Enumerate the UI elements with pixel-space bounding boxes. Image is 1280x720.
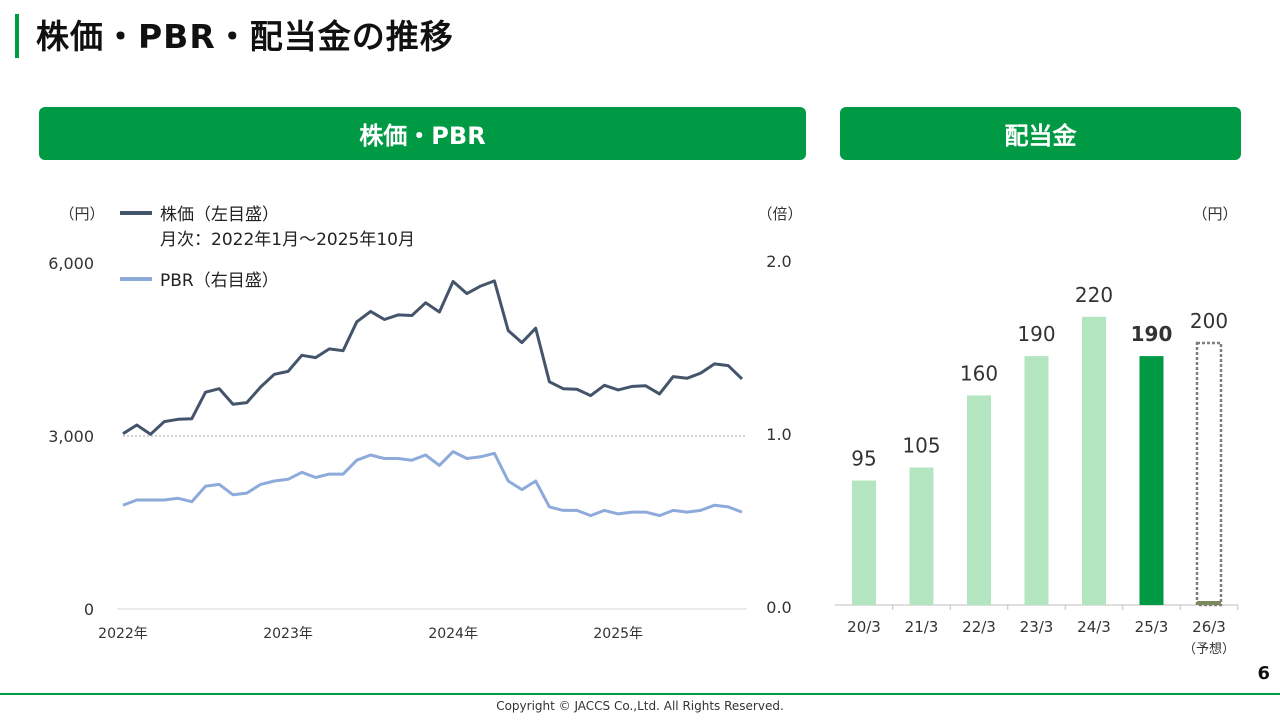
dividend-value-label: 190 <box>1017 322 1055 346</box>
left-axis-unit: （円） <box>59 205 104 223</box>
left-axis-tick-label: 0 <box>84 600 94 619</box>
legend-price-note: 月次：2022年1月～2025年10月 <box>160 230 415 250</box>
dividend-category-label: 26/3 <box>1192 618 1226 636</box>
price-series-line <box>122 279 744 436</box>
x-axis-tick-label: 2022年 <box>98 626 148 642</box>
dividend-bar <box>1139 356 1164 605</box>
dividend-bar <box>1082 316 1106 605</box>
dividend-bar <box>852 480 876 605</box>
right-axis-tick-label: 2.0 <box>766 252 791 271</box>
right-axis-unit: （倍） <box>757 205 802 223</box>
dividend-category-label: 23/3 <box>1020 618 1054 636</box>
x-axis-tick-label: 2023年 <box>263 626 313 642</box>
right-axis-tick-label: 0.0 <box>766 598 791 617</box>
section-banner-stock-pbr: 株価・PBR <box>39 107 806 160</box>
dividend-value-label: 220 <box>1075 283 1113 307</box>
footer-divider <box>0 693 1280 695</box>
dividend-bar-forecast-base <box>1197 601 1221 605</box>
dividend-value-label: 160 <box>960 361 998 385</box>
dividend-value-label: 105 <box>902 433 940 457</box>
bar-axis-unit: （円） <box>1192 205 1237 223</box>
title-accent-bar <box>15 14 19 58</box>
dividend-bar <box>1024 356 1049 605</box>
legend-pbr-label: PBR（右目盛） <box>160 271 279 291</box>
dividend-category-label: 24/3 <box>1077 618 1111 636</box>
page-number: 6 <box>1257 663 1270 684</box>
dividend-category-label: 20/3 <box>847 618 881 636</box>
right-axis-tick-label: 1.0 <box>766 425 791 444</box>
left-axis-tick-label: 3,000 <box>48 427 94 446</box>
dividend-category-label: 21/3 <box>905 618 939 636</box>
forecast-note: （予想） <box>1183 641 1235 657</box>
section-banner-dividend: 配当金 <box>840 107 1241 160</box>
x-axis-tick-label: 2025年 <box>593 626 643 642</box>
pbr-series-line <box>122 450 743 518</box>
x-axis-tick-label: 2024年 <box>428 626 478 642</box>
dividend-category-label: 22/3 <box>962 618 996 636</box>
legend-price-label: 株価（左目盛） <box>160 205 279 225</box>
dividend-bar <box>909 467 934 605</box>
dividend-value-label: 200 <box>1190 309 1228 333</box>
dividend-value-label: 95 <box>851 447 876 471</box>
page-title: 株価・PBR・配当金の推移 <box>36 17 454 56</box>
dividend-value-label: 190 <box>1131 322 1173 346</box>
left-axis-tick-label: 6,000 <box>48 254 94 273</box>
copyright-text: Copyright © JACCS Co.,Ltd. All Rights Re… <box>496 699 784 713</box>
dividend-category-label: 25/3 <box>1135 618 1169 636</box>
dividend-bar <box>967 395 991 605</box>
dividend-bar-forecast <box>1195 341 1223 607</box>
